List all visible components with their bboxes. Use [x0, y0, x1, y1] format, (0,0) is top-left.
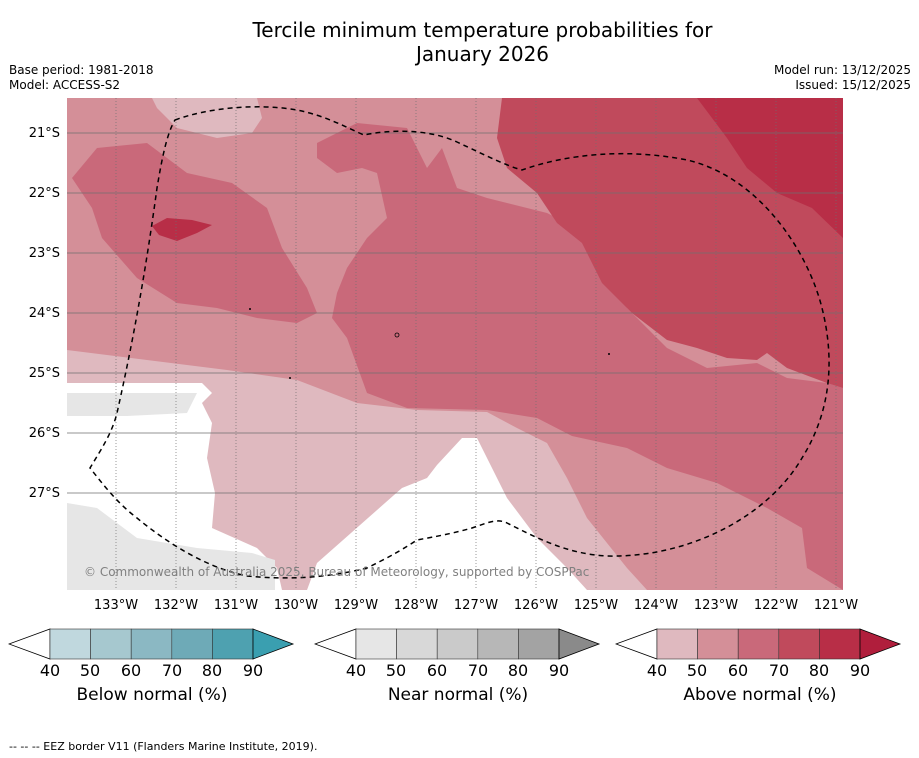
colorbar-near-svg	[313, 628, 601, 660]
model-run: Model run: 13/12/2025	[773, 63, 911, 77]
lon-label: 128°W	[393, 598, 439, 613]
colorbar-swatch	[518, 628, 560, 660]
lat-label: 21°S	[28, 126, 60, 141]
lon-label: 125°W	[573, 598, 619, 613]
title-line-1: Tercile minimum temperature probabilitie…	[252, 18, 713, 42]
tick-label: 70	[768, 661, 790, 680]
meta-left: Base period: 1981-2018 Model: ACCESS-S2	[9, 63, 154, 93]
colorbar-above-label: Above normal (%)	[683, 685, 837, 705]
island-marker	[249, 308, 251, 310]
colorbar-extend-low	[614, 628, 658, 660]
colorbar-near-label: Near normal (%)	[387, 685, 529, 705]
tick-label: 60	[120, 661, 142, 680]
colorbar-above: 40 50 60 70 80 90 Above normal (%)	[614, 628, 905, 718]
tick-label: 70	[161, 661, 183, 680]
lon-label: 129°W	[333, 598, 379, 613]
colorbar-swatch	[171, 628, 213, 660]
model-name: Model: ACCESS-S2	[9, 78, 121, 92]
tick-label: 90	[242, 661, 264, 680]
tick-label: 80	[201, 661, 223, 680]
colorbar-extend-high	[859, 628, 902, 660]
colorbar-swatch	[49, 628, 91, 660]
lat-label: 25°S	[28, 366, 60, 381]
colorbar-below-svg	[7, 628, 295, 660]
colorbar-below-ticks: 40 50 60 70 80 90	[8, 661, 296, 681]
island-marker	[394, 332, 400, 338]
tick-label: 80	[507, 661, 529, 680]
colorbar-above-svg	[614, 628, 902, 660]
issued-date: Issued: 15/12/2025	[795, 78, 911, 92]
lon-label: 121°W	[813, 598, 859, 613]
lat-label: 26°S	[28, 426, 60, 441]
tick-label: 60	[426, 661, 448, 680]
lon-label: 133°W	[93, 598, 139, 613]
island-marker	[289, 377, 291, 379]
lon-label: 130°W	[273, 598, 319, 613]
title-line-2: January 2026	[415, 42, 550, 66]
colorbar-below-label: Below normal (%)	[76, 685, 228, 705]
colorbar-extend-high	[558, 628, 601, 660]
eez-footnote: -- -- -- EEZ border V11 (Flanders Marine…	[9, 740, 318, 753]
tick-label: 70	[467, 661, 489, 680]
tick-label: 60	[727, 661, 749, 680]
above-40-top	[152, 98, 262, 138]
base-period: Base period: 1981-2018	[9, 63, 154, 77]
tick-label: 50	[79, 661, 101, 680]
island-marker	[608, 353, 610, 355]
probability-map	[67, 98, 843, 590]
colorbar-swatch	[436, 628, 479, 660]
lat-label: 27°S	[28, 486, 60, 501]
above-60-east	[317, 123, 843, 590]
colorbar-near-ticks: 40 50 60 70 80 90	[314, 661, 602, 681]
tick-label: 80	[808, 661, 830, 680]
colorbar-swatch	[355, 628, 397, 660]
colorbar-swatch	[778, 628, 820, 660]
lon-label: 127°W	[453, 598, 499, 613]
lon-label: 123°W	[693, 598, 739, 613]
colorbar-swatch	[130, 628, 173, 660]
land-south-center	[307, 438, 587, 590]
colorbar-near: 40 50 60 70 80 90 Near normal (%)	[313, 628, 602, 718]
tick-label: 90	[548, 661, 570, 680]
colorbar-swatch	[737, 628, 780, 660]
lon-label: 132°W	[153, 598, 199, 613]
colorbar-swatch	[90, 628, 132, 660]
tick-label: 40	[646, 661, 668, 680]
grey-west-bottom	[67, 503, 275, 590]
tick-label: 50	[686, 661, 708, 680]
map-title: Tercile minimum temperature probabilitie…	[0, 18, 919, 66]
lon-label: 131°W	[213, 598, 259, 613]
tick-label: 50	[385, 661, 407, 680]
lon-label: 124°W	[633, 598, 679, 613]
colorbar-swatch	[697, 628, 739, 660]
lat-label: 24°S	[28, 306, 60, 321]
colorbar-extend-low	[313, 628, 357, 660]
tick-label: 40	[345, 661, 367, 680]
colorbar-swatch	[656, 628, 698, 660]
colorbar-swatch	[819, 628, 861, 660]
graticule	[67, 98, 843, 590]
tick-label: 40	[39, 661, 61, 680]
eez-border	[89, 106, 830, 579]
meta-right: Model run: 13/12/2025 Issued: 15/12/2025	[774, 63, 911, 93]
colorbar-swatch	[396, 628, 438, 660]
lat-label: 22°S	[28, 186, 60, 201]
lon-label: 126°W	[513, 598, 559, 613]
colorbar-extend-high	[252, 628, 295, 660]
grey-west-top	[67, 393, 197, 416]
copyright-notice: © Commonwealth of Australia 2025, Bureau…	[84, 565, 590, 579]
colorbar-above-ticks: 40 50 60 70 80 90	[615, 661, 905, 681]
colorbar-swatch	[212, 628, 254, 660]
colorbar-extend-low	[7, 628, 51, 660]
lat-label: 23°S	[28, 246, 60, 261]
above-80-spot	[152, 218, 212, 241]
colorbar-swatch	[477, 628, 519, 660]
tick-label: 90	[849, 661, 871, 680]
colorbar-below: 40 50 60 70 80 90 Below normal (%)	[7, 628, 296, 718]
map-svg	[67, 98, 843, 590]
lon-label: 122°W	[753, 598, 799, 613]
